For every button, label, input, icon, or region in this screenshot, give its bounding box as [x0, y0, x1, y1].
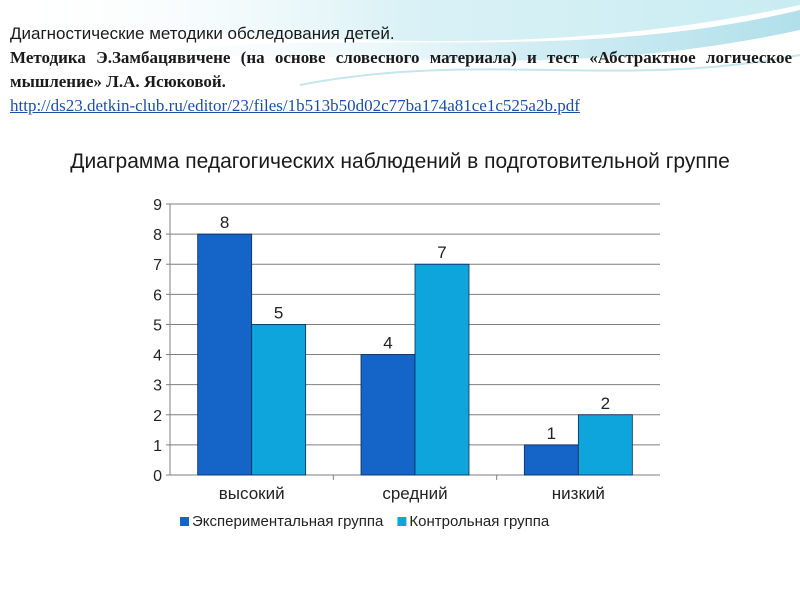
data-label: 2 [601, 394, 610, 413]
legend-label: Экспериментальная группа [192, 513, 384, 530]
y-tick-label: 9 [153, 197, 162, 214]
chart-title: Диаграмма педагогических наблюдений в по… [70, 150, 730, 173]
bar-control [414, 263, 470, 476]
source-link[interactable]: http://ds23.detkin-club.ru/editor/23/fil… [10, 96, 580, 115]
y-tick-label: 6 [153, 287, 162, 304]
methodology-text: Методика Э.Замбацявичене (на основе слов… [10, 48, 792, 91]
legend-swatch [397, 517, 407, 526]
y-tick-label: 2 [153, 408, 162, 425]
data-label: 4 [383, 334, 392, 353]
y-tick-label: 8 [153, 227, 162, 244]
data-label: 1 [547, 424, 556, 443]
data-label: 8 [220, 213, 229, 232]
data-label: 5 [274, 303, 283, 322]
y-tick-label: 4 [153, 348, 162, 365]
legend-label: Контрольная группа [409, 513, 549, 530]
slide-header: Диагностические методики обследования де… [10, 22, 792, 118]
y-tick-label: 0 [153, 468, 162, 485]
x-category-label: средний [382, 484, 447, 503]
y-tick-label: 3 [153, 378, 162, 395]
data-label: 7 [437, 243, 446, 262]
bar-control [577, 414, 633, 476]
bar-control [251, 324, 307, 476]
y-tick-label: 1 [153, 438, 162, 455]
bar-experimental [197, 233, 253, 476]
x-category-label: низкий [552, 484, 605, 503]
legend-swatch [180, 517, 189, 526]
bar-experimental [523, 444, 579, 476]
x-category-label: высокий [219, 484, 285, 503]
slide-subtitle: Диагностические методики обследования де… [10, 24, 395, 43]
y-tick-label: 5 [153, 317, 162, 334]
y-tick-label: 7 [153, 257, 162, 274]
bar-experimental [360, 354, 416, 476]
